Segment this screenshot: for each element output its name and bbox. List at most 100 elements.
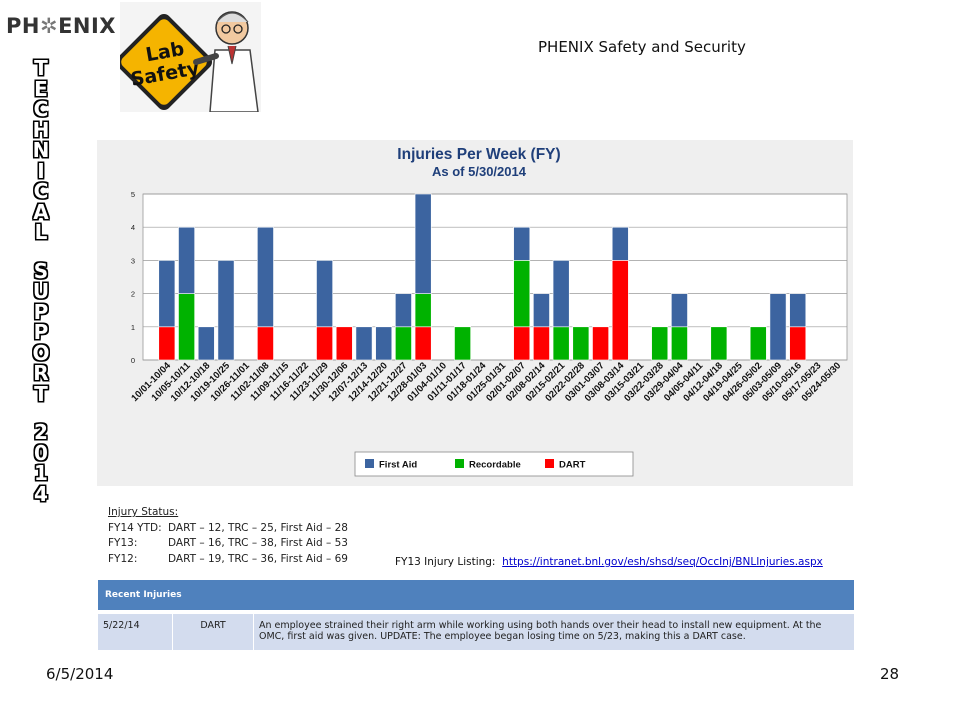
bar-first-aid <box>611 226 629 261</box>
banner-letter: I <box>37 158 45 183</box>
status-value: DART – 19, TRC – 36, First Aid – 69 <box>168 552 348 565</box>
y-tick-label: 2 <box>131 290 135 299</box>
status-heading: Injury Status: <box>108 506 179 518</box>
bar-first-aid <box>671 293 688 328</box>
bar-dart <box>257 326 274 361</box>
lab-safety-image: Lab Safety <box>115 2 261 113</box>
bar-first-aid <box>375 326 393 361</box>
banner-letter: 4 <box>34 481 48 506</box>
legend-label: DART <box>559 460 586 471</box>
banner-letter: N <box>32 138 50 162</box>
bar-first-aid <box>789 293 807 328</box>
status-value: DART – 16, TRC – 38, First Aid – 53 <box>168 537 348 549</box>
bar-dart <box>158 326 176 361</box>
bar-recordable <box>552 326 570 361</box>
banner-letter: U <box>32 279 50 303</box>
bar-first-aid <box>257 226 274 328</box>
bar-recordable <box>671 326 688 361</box>
bar-first-aid <box>769 293 787 361</box>
table-row: 5/22/14 DART An employee strained their … <box>97 613 855 651</box>
bar-dart <box>533 326 550 361</box>
bar-dart <box>611 260 629 361</box>
banner-letter: 2 <box>34 420 48 444</box>
bar-first-aid <box>316 260 333 328</box>
y-tick-label: 1 <box>131 323 135 332</box>
banner-letter: P <box>33 320 49 344</box>
header-title: PHENIX Safety and Security <box>538 38 746 56</box>
banner-letter: C <box>33 97 49 121</box>
bar-recordable <box>178 293 195 361</box>
bar-first-aid <box>513 226 531 261</box>
y-tick-labels: 0 1 2 3 4 5 <box>131 190 135 365</box>
chart-title: Injuries Per Week (FY) <box>397 146 560 163</box>
bar-recordable <box>454 326 471 361</box>
recent-injuries-header: Recent Injuries <box>97 579 855 611</box>
y-tick-label: 4 <box>131 223 135 232</box>
status-label: FY12: <box>108 552 138 565</box>
bar-recordable <box>572 326 590 361</box>
banner-letter: L <box>34 220 48 244</box>
y-tick-label: 3 <box>131 256 135 265</box>
bar-recordable <box>395 326 412 361</box>
logo-star-icon: ✲ <box>39 14 59 38</box>
banner-letter: 1 <box>34 461 48 485</box>
status-row: FY14 YTD: DART – 12, TRC – 25, First Aid … <box>108 521 348 537</box>
injury-status: Injury Status: FY14 YTD: DART – 12, TRC –… <box>108 505 348 567</box>
status-row: FY13: DART – 16, TRC – 38, First Aid – 53 <box>108 536 348 552</box>
y-tick-label: 0 <box>131 356 135 365</box>
bar-first-aid <box>158 260 176 328</box>
bar-first-aid <box>355 326 373 361</box>
x-tick-labels: 10/01-10/0410/05-10/1110/12-10/1810/19-1… <box>129 360 843 404</box>
legend-swatch <box>455 459 464 468</box>
status-label: FY14 YTD: <box>108 521 162 534</box>
banner-letter: A <box>33 199 49 224</box>
banner-letter: E <box>34 76 48 101</box>
injury-date: 5/22/14 <box>97 613 173 651</box>
banner-letter <box>38 243 45 261</box>
status-value: DART – 12, TRC – 25, First Aid – 28 <box>168 521 348 534</box>
injury-description: An employee strained their right arm whi… <box>253 613 855 651</box>
bar-recordable <box>710 326 728 361</box>
banner-letter: P <box>33 299 49 324</box>
bars <box>158 193 807 361</box>
banner-letter: T <box>34 56 48 80</box>
banner-letter: O <box>32 340 50 365</box>
page-number: 28 <box>880 665 900 683</box>
injuries-chart: Injuries Per Week (FY) As of 5/30/2014 0… <box>97 140 853 486</box>
banner-letter: S <box>33 258 49 283</box>
bar-recordable <box>749 326 767 361</box>
legend-label: First Aid <box>379 460 417 471</box>
bar-first-aid <box>197 326 215 361</box>
legend: First Aid Recordable DART <box>354 451 634 477</box>
legend-swatch <box>365 459 374 468</box>
bar-dart <box>592 326 609 361</box>
legend-box <box>354 451 634 477</box>
banner-letter: T <box>34 381 48 406</box>
bar-first-aid <box>552 260 570 328</box>
injury-listing: FY13 Injury Listing: https://intranet.bn… <box>395 556 823 568</box>
bar-first-aid <box>217 260 235 361</box>
bar-dart <box>513 326 531 361</box>
bar-dart <box>316 326 333 361</box>
recent-injuries-table: Recent Injuries 5/22/14 DART An employee… <box>97 579 855 651</box>
logo-text-right: ENIX <box>58 14 117 38</box>
bar-first-aid <box>414 193 432 294</box>
legend-label: Recordable <box>469 460 521 471</box>
bar-first-aid <box>395 293 412 328</box>
bar-first-aid <box>533 293 550 328</box>
bar-recordable <box>651 326 669 361</box>
injury-listing-link[interactable]: https://intranet.bnl.gov/esh/shsd/seq/Oc… <box>502 556 823 568</box>
chart-subtitle: As of 5/30/2014 <box>432 164 527 179</box>
listing-label: FY13 Injury Listing: <box>395 556 496 568</box>
logo-text-left: PH <box>6 14 40 38</box>
banner-letter: C <box>33 179 49 203</box>
status-label: FY13: <box>108 537 138 549</box>
bar-recordable <box>513 260 531 328</box>
bar-recordable <box>414 293 432 328</box>
bar-first-aid <box>178 226 195 294</box>
bar-dart <box>789 326 807 361</box>
banner-letter: R <box>33 361 49 385</box>
phenix-logo: PH✲ENIX <box>6 14 116 38</box>
injuries-chart-svg: Injuries Per Week (FY) As of 5/30/2014 0… <box>129 146 848 477</box>
